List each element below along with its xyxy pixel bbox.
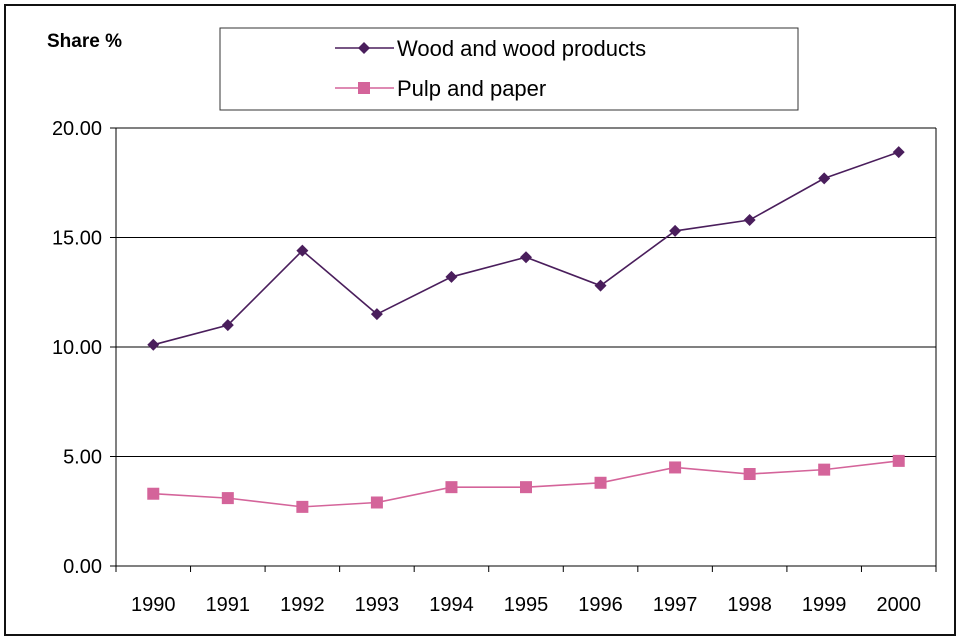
data-point <box>818 463 831 476</box>
x-tick-label: 2000 <box>876 594 921 616</box>
y-axis-ticks: 0.00 5.00 10.00 15.00 20.00 <box>52 118 116 578</box>
data-point <box>520 251 532 264</box>
x-tick-label: 1995 <box>504 594 549 616</box>
x-tick-label: 1991 <box>206 594 251 616</box>
x-tick-label: 1997 <box>653 594 698 616</box>
legend-item: Wood and wood products <box>335 36 646 61</box>
legend-marker <box>358 42 370 54</box>
data-point <box>147 338 160 351</box>
x-tick-label: 1994 <box>429 594 474 616</box>
legend-box <box>219 27 799 111</box>
y-tick-label: 10.00 <box>52 337 102 359</box>
data-point <box>594 279 607 292</box>
series-1 <box>147 454 905 513</box>
x-tick-label: 1999 <box>802 594 847 616</box>
y-tick-label: 15.00 <box>52 228 102 250</box>
data-point <box>445 270 458 283</box>
data-point <box>296 244 309 257</box>
data-point <box>743 468 756 481</box>
data-point <box>296 500 309 513</box>
series-layer <box>147 146 905 513</box>
x-tick-label: 1992 <box>280 594 325 616</box>
plot-area: 0.00 5.00 10.00 15.00 20.00 1990 1991 1992 1993… <box>52 118 937 616</box>
series-0 <box>147 146 905 351</box>
data-point <box>892 146 905 159</box>
x-tick-label: 1996 <box>578 594 623 616</box>
x-axis-ticks: 1990 1991 1992 1993 1994 1995 1996 1997 1998 1999… <box>115 566 937 616</box>
data-point <box>818 172 831 185</box>
x-tick-label: 1998 <box>727 594 772 616</box>
data-point <box>221 492 234 505</box>
data-point <box>221 319 234 332</box>
data-point <box>370 496 383 509</box>
y-tick-label: 0.00 <box>63 556 102 578</box>
y-tick-label: 5.00 <box>63 447 102 469</box>
legend-marker <box>358 82 370 94</box>
series-line <box>153 151 899 346</box>
data-point <box>520 481 532 494</box>
data-point <box>743 213 756 226</box>
data-point <box>370 308 383 321</box>
x-tick-label: 1993 <box>355 594 400 616</box>
data-point <box>445 481 458 494</box>
gridlines <box>116 127 936 457</box>
data-point <box>594 476 607 489</box>
data-point <box>669 224 682 237</box>
data-point <box>892 454 905 467</box>
x-tick-label: 1990 <box>131 594 176 616</box>
data-point <box>669 461 682 474</box>
y-tick-label: 20.00 <box>52 118 102 140</box>
legend: Wood and wood products Pulp and paper <box>219 27 799 111</box>
legend-label: Pulp and paper <box>397 76 546 101</box>
y-axis-unit-label: Share % <box>47 31 122 52</box>
data-point <box>147 487 160 500</box>
legend-item: Pulp and paper <box>335 76 546 101</box>
legend-label: Wood and wood products <box>397 36 646 61</box>
